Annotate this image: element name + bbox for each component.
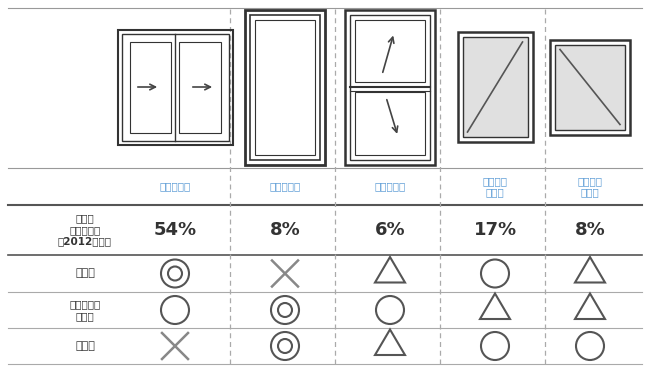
Bar <box>118 29 233 144</box>
Text: 縦すべり
出し窓: 縦すべり 出し窓 <box>482 176 508 197</box>
Text: 引き違い窓: 引き違い窓 <box>159 182 190 192</box>
Bar <box>458 32 532 142</box>
Bar <box>463 37 528 137</box>
Bar <box>550 39 630 135</box>
Bar <box>355 19 425 82</box>
Bar <box>179 41 220 132</box>
Bar <box>555 45 625 130</box>
Bar <box>345 10 435 164</box>
Text: 8%: 8% <box>575 221 605 239</box>
Text: 6%: 6% <box>374 221 406 239</box>
Text: 17%: 17% <box>473 221 517 239</box>
Bar <box>250 14 320 159</box>
Text: 8%: 8% <box>270 221 300 239</box>
Bar <box>350 14 430 159</box>
Text: 横すべり
出し窓: 横すべり 出し窓 <box>577 176 603 197</box>
Text: 上げ下げ窓: 上げ下げ窓 <box>374 182 406 192</box>
Text: 機能性: 機能性 <box>75 269 95 279</box>
Text: 構造的強さ
耐久性: 構造的強さ 耐久性 <box>70 299 101 321</box>
Bar <box>463 37 528 137</box>
Bar <box>129 41 171 132</box>
Text: 日本の
市場シェア
（2012年度）: 日本の 市場シェア （2012年度） <box>58 213 112 247</box>
Bar <box>555 45 625 130</box>
Text: 気密性: 気密性 <box>75 341 95 351</box>
Bar <box>255 19 315 154</box>
Bar <box>122 34 229 140</box>
Text: 嵌め殺し窓: 嵌め殺し窓 <box>269 182 300 192</box>
Bar <box>245 10 325 164</box>
Bar <box>355 92 425 154</box>
Text: 54%: 54% <box>153 221 196 239</box>
